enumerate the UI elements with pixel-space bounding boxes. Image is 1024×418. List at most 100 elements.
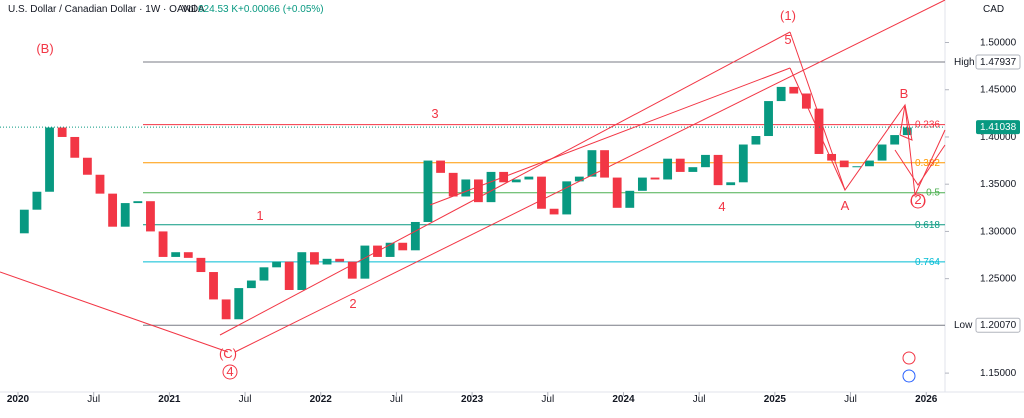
- candle-body: [776, 86, 786, 102]
- x-tick-label: Jul: [87, 394, 100, 405]
- candle-body: [789, 86, 799, 94]
- candle-body: [284, 261, 294, 290]
- candle-body: [385, 242, 395, 257]
- candle-body: [347, 261, 357, 279]
- wave-label: 4: [718, 199, 725, 214]
- candle-body: [587, 150, 597, 177]
- change: +0.00066 (+0.05%): [238, 4, 324, 15]
- channel-line: [429, 67, 791, 206]
- x-tick-label: 2024: [612, 394, 635, 405]
- level-name: 0.618: [915, 220, 940, 231]
- x-tick-label: 2020: [7, 394, 30, 405]
- candle-body: [549, 208, 559, 215]
- candle-body: [600, 150, 609, 178]
- wave-label: 5: [784, 32, 791, 47]
- channel-line: [234, 0, 946, 353]
- candle-body: [183, 252, 193, 258]
- candle-body: [865, 160, 874, 167]
- candle-body: [297, 252, 307, 290]
- candle-body: [511, 179, 521, 183]
- level-name: Low: [954, 320, 973, 331]
- level-name: 0.5: [926, 188, 940, 199]
- wave-label: 2: [349, 296, 356, 311]
- x-tick-label: 2025: [764, 394, 787, 405]
- candle-body: [637, 177, 647, 191]
- candle-body: [120, 203, 130, 227]
- channel-line: [219, 31, 791, 336]
- candle-body: [423, 160, 433, 222]
- candle-body: [486, 171, 496, 203]
- y-tick-label: 1.50000: [980, 38, 1017, 49]
- candle-body: [751, 136, 761, 145]
- candle-body: [335, 258, 345, 262]
- wave-label: (1): [780, 8, 796, 23]
- candle-body: [902, 127, 912, 136]
- candle-body: [322, 258, 332, 265]
- wave-label: (C): [219, 346, 237, 361]
- x-tick-label: Jul: [541, 394, 554, 405]
- candle-body: [839, 160, 849, 168]
- candle-body: [82, 157, 92, 175]
- candle-body: [852, 166, 862, 168]
- candle-body: [574, 176, 584, 182]
- price-box: [975, 317, 1021, 333]
- x-tick-label: 2021: [158, 394, 181, 405]
- event-icon: [902, 369, 916, 383]
- wave-label: A: [841, 198, 850, 213]
- candle-body: [196, 257, 206, 273]
- candle-body: [32, 191, 42, 210]
- x-tick-label: Jul: [390, 394, 403, 405]
- candle-body: [650, 177, 660, 180]
- candle-body: [246, 280, 256, 289]
- candle-body: [19, 209, 29, 234]
- y-tick-label: 1.45000: [980, 85, 1017, 96]
- last-price-box: [976, 120, 1020, 135]
- candle-body: [448, 172, 458, 197]
- candle-body: [890, 135, 900, 145]
- candle-body: [726, 182, 736, 186]
- candle-body: [473, 179, 483, 203]
- candle-body: [158, 231, 168, 257]
- wave-path: [894, 144, 946, 186]
- candle-body: [537, 176, 546, 209]
- wave-path: [789, 67, 846, 191]
- candle-body: [398, 242, 408, 251]
- candle-body: [108, 193, 118, 227]
- candle-body: [663, 158, 673, 180]
- candle-body: [310, 252, 319, 265]
- currency: CAD: [983, 4, 1004, 15]
- candle-body: [701, 154, 710, 168]
- trend-line: [0, 271, 229, 353]
- level-name: 0.236: [915, 120, 940, 131]
- x-tick-label: 2022: [310, 394, 333, 405]
- drawings: [0, 0, 946, 383]
- y-tick-label: 1.40000: [980, 132, 1017, 143]
- candle-body: [612, 177, 622, 208]
- candle-body: [133, 201, 143, 204]
- candle-body: [524, 176, 534, 180]
- candle-body: [95, 174, 105, 194]
- candle-body: [436, 160, 445, 173]
- candle-body: [45, 127, 54, 192]
- x-tick-label: 2026: [915, 394, 938, 405]
- level-name: 0.764: [915, 257, 940, 268]
- candle-body: [171, 252, 181, 257]
- event-icon: [902, 351, 916, 365]
- volume-label: Vol: [182, 4, 196, 15]
- candle-body: [272, 261, 282, 268]
- candle-body: [801, 93, 811, 109]
- candle-body: [146, 201, 155, 232]
- level-name: High: [954, 57, 975, 68]
- level-name: 0.382: [915, 158, 940, 169]
- price-box: [975, 54, 1021, 70]
- level-price: 1.47937: [980, 57, 1017, 68]
- wave-label: 1: [256, 208, 263, 223]
- wave-label: B: [900, 86, 909, 101]
- candle-body: [827, 153, 837, 161]
- candle-body: [360, 245, 370, 279]
- y-tick-label: 1.35000: [980, 179, 1017, 190]
- candle-body: [625, 190, 635, 208]
